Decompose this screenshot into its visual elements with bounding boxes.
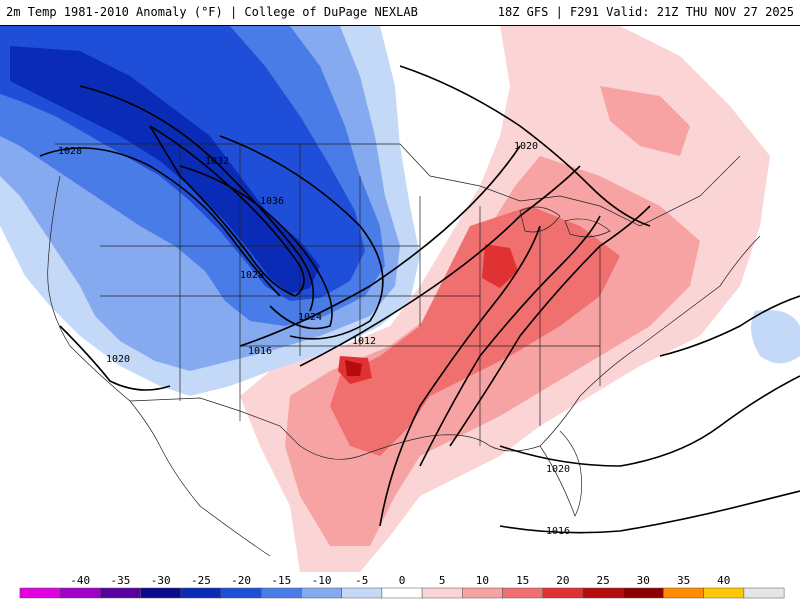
anomaly-fill-warm-ne <box>600 86 690 156</box>
colorbar-canvas: -40 -35 -30 -25 -20 -15 -10 -5 0 5 10 15 20 25 30 35 40 <box>19 574 785 599</box>
colorbar-swatch <box>180 587 222 599</box>
isobar-label: 1036 <box>260 196 284 207</box>
colorbar-tick-label: -40 <box>70 574 90 587</box>
isobar-1016-center <box>239 145 521 347</box>
colorbar-swatch <box>220 587 262 599</box>
us-canada-border <box>55 143 741 227</box>
colorbar-tick-label: -15 <box>271 574 291 587</box>
colorbar-tick-label: 25 <box>596 574 609 587</box>
colorbar-swatch <box>19 587 61 599</box>
anomaly-colorbar: -40 -35 -30 -25 -20 -15 -10 -5 0 5 10 15 20 25 30 35 40 <box>0 572 800 600</box>
isobar-label: 1012 <box>352 336 376 347</box>
west-coastline <box>47 175 271 557</box>
isobar-1012 <box>299 165 581 367</box>
east-coastline <box>539 235 761 447</box>
isobar-1020-north <box>399 65 651 227</box>
colorbar-swatch <box>663 587 704 599</box>
colorbar-swatch <box>542 587 584 599</box>
warm-anomaly-region <box>240 26 770 572</box>
colorbar-tick-label: 0 <box>399 574 406 587</box>
gulf-coastline <box>299 434 541 460</box>
anomaly-fill-cold-25 <box>10 46 320 294</box>
colorbar-tick-label: -5 <box>355 574 368 587</box>
colorbar-tick-label: 35 <box>677 574 690 587</box>
isobar-label: 1020 <box>106 354 130 365</box>
colorbar-tick-label: -20 <box>231 574 251 587</box>
colorbar-tick-label: 40 <box>717 574 730 587</box>
isobar-label: 1024 <box>298 312 322 323</box>
map-title: 2m Temp 1981-2010 Anomaly (°F) | College… <box>6 5 418 19</box>
isobar-1028-west <box>39 147 281 297</box>
colorbar-swatch <box>341 587 383 599</box>
isobar-label: 1028 <box>240 270 264 281</box>
isobar-1016-south <box>499 490 800 534</box>
isobar-label: 1032 <box>205 156 229 167</box>
isobar-trough-1 <box>379 225 541 527</box>
colorbar-swatch <box>140 587 182 599</box>
anomaly-map: 1028 1032 1036 1028 1024 1020 1016 1012 … <box>0 26 800 572</box>
colorbar-tick-label: -25 <box>191 574 211 587</box>
colorbar-swatch <box>301 587 342 599</box>
anomaly-fill-warm-25 <box>345 360 362 376</box>
isobar-east <box>659 295 800 357</box>
colorbar-tick-label: 5 <box>439 574 446 587</box>
anomaly-fill-warm-15 <box>330 206 620 456</box>
colorbar-tick-label: 15 <box>516 574 529 587</box>
map-header: 2m Temp 1981-2010 Anomaly (°F) | College… <box>0 0 800 26</box>
colorbar-swatch <box>703 587 745 599</box>
isobar-label: 1028 <box>58 146 82 157</box>
colorbar-swatch <box>743 587 785 599</box>
isobar-1032 <box>79 85 315 312</box>
colorbar-swatch <box>462 587 503 599</box>
isobar-contours <box>39 65 800 534</box>
colorbar-tick-label: 10 <box>476 574 489 587</box>
isobar-label: 1020 <box>546 464 570 475</box>
isobar-1036 <box>149 125 305 297</box>
model-run-label: 18Z GFS | F291 Valid: 21Z THU NOV 27 202… <box>497 5 794 19</box>
isobar-label: 1016 <box>248 346 272 357</box>
map-canvas: 1028 1032 1036 1028 1024 1020 1016 1012 … <box>0 26 800 572</box>
colorbar-swatch <box>59 587 101 599</box>
colorbar-swatch <box>100 587 141 599</box>
colorbar-swatch <box>622 587 664 599</box>
isobar-labels: 1028 1032 1036 1028 1024 1020 1016 1012 … <box>58 141 570 537</box>
isobar-label: 1016 <box>546 526 570 537</box>
isobar-1020-west <box>59 325 171 391</box>
isobar-trough-3 <box>449 205 651 447</box>
isobar-1028-center <box>179 165 333 330</box>
colorbar-tick-label: 20 <box>556 574 569 587</box>
isobar-1024 <box>219 135 384 340</box>
colorbar-swatch <box>260 587 302 599</box>
isobar-1020-south <box>499 375 800 467</box>
florida <box>539 430 582 517</box>
colorbar-tick-label: -10 <box>312 574 332 587</box>
colorbar-tick-label: 30 <box>637 574 650 587</box>
isobar-label: 1020 <box>514 141 538 152</box>
colorbar-swatch <box>502 587 544 599</box>
colorbar-tick-label: -35 <box>110 574 130 587</box>
isobar-trough-2 <box>419 215 601 467</box>
colorbar-tick-label: -30 <box>151 574 171 587</box>
colorbar-swatch <box>421 587 463 599</box>
anomaly-fill-warm-20 <box>482 244 518 288</box>
colorbar-swatch <box>582 587 624 599</box>
anomaly-fill-cold-atlantic <box>751 310 800 364</box>
colorbar-swatch <box>381 587 423 599</box>
